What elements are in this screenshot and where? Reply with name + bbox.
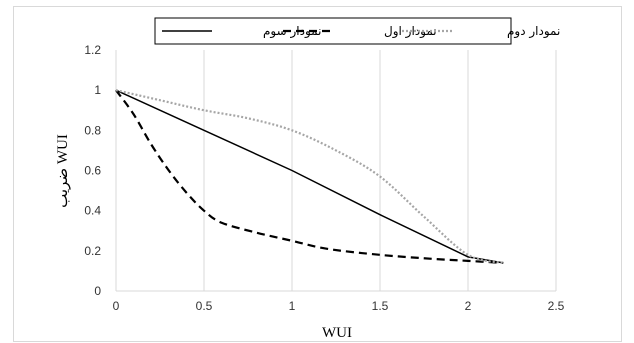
series-lines bbox=[115, 89, 504, 264]
x-axis-title: WUI bbox=[322, 325, 352, 341]
y-axis-title: ضریب WUI bbox=[55, 134, 71, 208]
x-tick-label: 2.5 bbox=[548, 299, 565, 313]
grid-lines bbox=[203, 50, 557, 291]
legend: نمودار سوم نمودار اول نمودار دوم bbox=[154, 17, 560, 45]
x-tick-label: 0 bbox=[113, 299, 120, 313]
y-tick-label: 0.4 bbox=[84, 204, 101, 218]
x-tick-label: 2 bbox=[465, 299, 472, 313]
series-line-2 bbox=[115, 89, 504, 264]
x-tick-label: 1.5 bbox=[372, 299, 389, 313]
x-tick-label: 0.5 bbox=[196, 299, 213, 313]
chart-frame bbox=[13, 6, 622, 342]
legend-label-1: نمودار سوم bbox=[263, 24, 321, 39]
legend-label-3: نمودار دوم bbox=[507, 24, 560, 39]
y-tick-label: 0.2 bbox=[84, 244, 101, 258]
series-line-3 bbox=[115, 89, 504, 264]
y-tick-label: 1 bbox=[94, 83, 101, 97]
y-tick-label: 0 bbox=[94, 284, 101, 298]
series-line-1 bbox=[115, 89, 504, 264]
y-tick-label: 1.2 bbox=[84, 43, 101, 57]
y-tick-label: 0.6 bbox=[84, 164, 101, 178]
y-tick-label: 0.8 bbox=[84, 123, 101, 137]
tick-labels: 0 0.5 1 1.5 2 2.5 0 0.2 0.4 0.6 0.8 1 1.2 bbox=[84, 43, 564, 313]
axes bbox=[115, 50, 556, 292]
x-tick-label: 1 bbox=[289, 299, 296, 313]
